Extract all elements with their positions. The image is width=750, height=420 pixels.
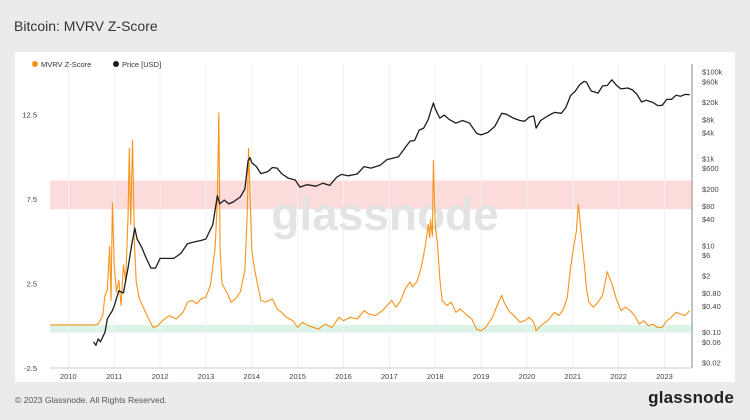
x-tick-label: 2012 [152, 372, 169, 381]
y-right-tick-label: $60k [702, 77, 719, 86]
glassnode-logo[interactable]: glassnode [648, 388, 734, 407]
x-tick-label: 2019 [473, 372, 490, 381]
x-tick-label: 2020 [519, 372, 536, 381]
x-tick-label: 2011 [106, 372, 122, 381]
y-right-tick-label: $0.10 [702, 328, 721, 337]
x-tick-label: 2021 [564, 372, 581, 381]
y-right-tick-label: $0.02 [702, 359, 721, 368]
series-line-mvrv-z-score [50, 112, 691, 332]
series-group [50, 79, 691, 346]
y-right-tick-label: $600 [702, 164, 719, 173]
x-tick-label: 2015 [289, 372, 306, 381]
chart-panel: glassnode 2010 2011 2012 2013 2014 2015 2016 20… [15, 52, 735, 382]
axes-group: 2010 2011 2012 2013 2014 2015 2016 2017 2018 2019… [22, 64, 723, 381]
legend-label-price[interactable]: Price [USD] [122, 60, 161, 69]
x-tick-label: 2013 [198, 372, 215, 381]
y-right-tick-label: $0.80 [702, 289, 721, 298]
watermark-text: glassnode [271, 188, 499, 240]
y-left-tick-label: -2.5 [24, 364, 37, 373]
copyright-text: © 2023 Glassnode. All Rights Reserved. [15, 395, 167, 405]
grid-lines [67, 64, 665, 368]
y-right-tick-label: $1k [702, 155, 714, 164]
legend: MVRV Z-Score Price [USD] [32, 60, 161, 69]
x-tick-label: 2010 [60, 372, 77, 381]
x-tick-label: 2016 [335, 372, 352, 381]
zone-bands [50, 180, 692, 333]
y-right-tick-label: $80 [702, 202, 715, 211]
y-right-tick-label: $2 [702, 272, 710, 281]
y-left-tick-label: 2.5 [27, 280, 37, 289]
y-right-tick-label: $0.40 [702, 302, 721, 311]
y-right-tick-label: $100k [702, 68, 723, 77]
x-tick-label: 2018 [427, 372, 444, 381]
y-right-tick-label: $6 [702, 251, 710, 260]
y-right-tick-label: $8k [702, 115, 714, 124]
mvrv-chart: glassnode 2010 2011 2012 2013 2014 2015 2016 20… [22, 60, 723, 381]
red-zone-band [50, 180, 692, 210]
x-tick-label: 2014 [243, 372, 260, 381]
y-right-tick-label: $40 [702, 215, 715, 224]
y-right-tick-label: $200 [702, 185, 719, 194]
legend-label-zscore[interactable]: MVRV Z-Score [41, 60, 91, 69]
x-tick-label: 2017 [381, 372, 398, 381]
green-zone-band [50, 324, 692, 333]
y-right-tick-label: $20k [702, 98, 719, 107]
x-tick-label: 2023 [656, 372, 673, 381]
y-right-tick-label: $0.06 [702, 338, 721, 347]
page-title: Bitcoin: MVRV Z-Score [14, 18, 158, 34]
y-right-tick-label: $10 [702, 241, 715, 250]
series-line-price [93, 79, 690, 346]
legend-marker-zscore [32, 61, 38, 67]
legend-marker-price [113, 61, 119, 67]
y-right-tick-label: $4k [702, 128, 714, 137]
y-left-tick-label: 7.5 [27, 195, 37, 204]
x-tick-label: 2022 [610, 372, 627, 381]
y-left-tick-label: 12.5 [22, 111, 37, 120]
